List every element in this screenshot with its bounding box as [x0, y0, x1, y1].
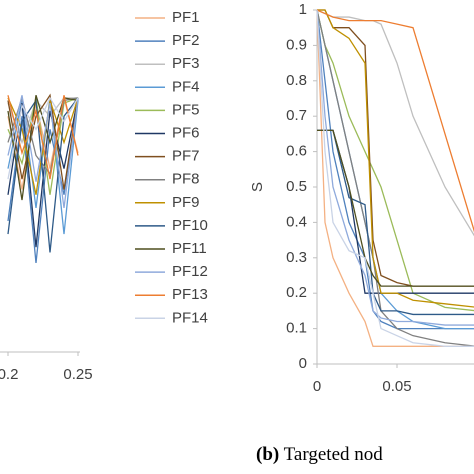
- x-tick-label: 0.2: [0, 366, 18, 383]
- legend-label: PF9: [172, 194, 200, 211]
- y-axis-label: S: [249, 182, 266, 192]
- series-line: [7, 93, 79, 190]
- series-line: [317, 9, 474, 308]
- y-tick-label: 0.4: [286, 213, 307, 230]
- series-line: [316, 9, 474, 326]
- x-tick-label: 0.05: [382, 378, 411, 395]
- series-line: [316, 9, 474, 312]
- series-line: [7, 97, 79, 263]
- y-tick-label: 0.9: [286, 36, 307, 53]
- legend-label: PF6: [172, 124, 200, 141]
- legend-label: PF2: [172, 32, 200, 49]
- y-tick-label: 0.1: [286, 320, 307, 337]
- series-line: [316, 9, 474, 233]
- y-tick-label: 0.7: [286, 107, 307, 124]
- series-line: [316, 9, 474, 347]
- series-line: [317, 129, 474, 287]
- caption-label: (b): [256, 444, 279, 465]
- y-tick-label: 0.3: [286, 249, 307, 266]
- series-line: [316, 9, 474, 347]
- series-line: [7, 95, 79, 201]
- caption-text: Targeted nod: [284, 444, 384, 465]
- y-tick-label: 0.5: [286, 178, 307, 195]
- y-tick-label: 0.6: [286, 143, 307, 160]
- legend-label: PF11: [172, 240, 207, 257]
- y-tick-label: 0.2: [286, 284, 307, 301]
- caption: (b) Targeted nod: [256, 444, 383, 465]
- legend-label: PF7: [172, 148, 200, 165]
- series-line: [7, 95, 79, 180]
- series-line: [316, 9, 474, 237]
- legend-label: PF1: [172, 9, 200, 26]
- y-tick-label: 0.8: [286, 72, 307, 89]
- legend-label: PF10: [172, 217, 208, 234]
- legend-label: PF5: [172, 101, 200, 118]
- y-tick-label: 0: [299, 355, 307, 372]
- series-line: [7, 97, 79, 253]
- x-tick-label: 0.25: [63, 366, 92, 383]
- legend-label: PF4: [172, 78, 200, 95]
- x-tick-label: 0: [313, 378, 321, 395]
- legend-label: PF12: [172, 263, 208, 280]
- legend-label: PF14: [172, 309, 208, 326]
- series-line: [7, 96, 79, 180]
- legend-label: PF8: [172, 171, 200, 188]
- series-line: [317, 9, 474, 287]
- legend-label: PF13: [172, 286, 208, 303]
- legend-label: PF3: [172, 55, 200, 72]
- y-tick-label: 1: [299, 1, 307, 18]
- series-line: [7, 97, 79, 235]
